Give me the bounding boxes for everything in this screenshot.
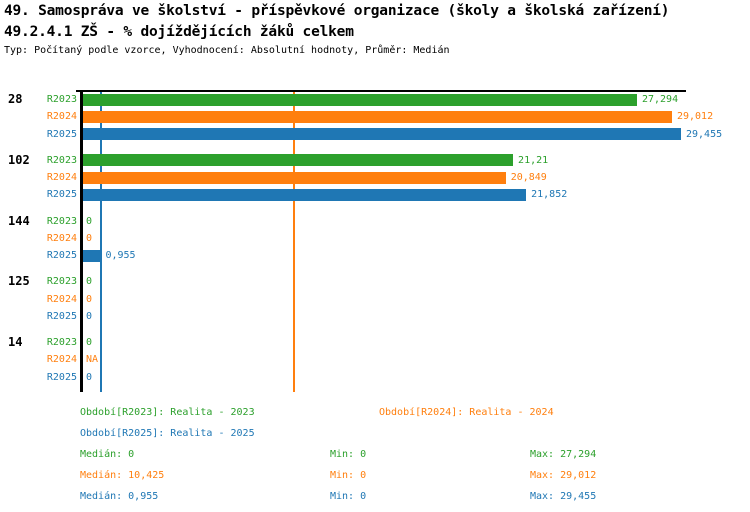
series-label-r2025: R2025 — [46, 371, 77, 383]
series-label-r2024: R2024 — [46, 172, 77, 184]
bar-value-label: 0 — [86, 310, 93, 322]
bar-value-label: 0 — [86, 337, 93, 348]
bar-value-label: 29,012 — [676, 111, 714, 123]
indicator-meta: Typ: Počítaný podle vzorce, Vyhodnocení:… — [4, 45, 450, 56]
stat-min-r2023: Min: 0 — [330, 449, 367, 460]
series-label-r2024: R2024 — [46, 354, 77, 366]
stat-min-r2025: Min: 0 — [330, 491, 367, 502]
bar-value-label: 0 — [86, 371, 93, 383]
series-label-r2025: R2025 — [46, 189, 77, 201]
series-label-r2023: R2023 — [46, 215, 77, 227]
top-border — [76, 90, 686, 92]
page-subtitle: 49.2.4.1 ZŠ - % dojíždějících žáků celke… — [4, 24, 354, 40]
legend-item-r2024: Období[R2024]: Realita - 2024 — [379, 407, 554, 418]
y-axis — [80, 90, 83, 392]
bar-r2025 — [81, 128, 681, 141]
stat-max-r2024: Max: 29,012 — [530, 470, 597, 481]
series-label-r2023: R2023 — [46, 337, 77, 348]
median-line-r2025 — [100, 90, 102, 392]
bar-value-label: 20,849 — [510, 172, 547, 184]
stat-median-r2024: Medián: 10,425 — [80, 470, 165, 481]
series-label-r2025: R2025 — [46, 310, 77, 322]
category-label: 14 — [8, 335, 23, 349]
bar-value-label: 29,455 — [685, 128, 723, 140]
bar-value-label: 0 — [86, 276, 93, 288]
bar-value-label: 0 — [86, 232, 93, 244]
series-label-r2023: R2023 — [46, 94, 77, 105]
category-label: 102 — [8, 152, 30, 167]
bar-r2024 — [81, 171, 506, 184]
series-label-r2023: R2023 — [46, 154, 77, 166]
stat-max-r2025: Max: 29,455 — [530, 491, 597, 502]
bar-r2025 — [81, 188, 527, 201]
bar-r2023 — [81, 154, 514, 167]
bar-r2024 — [81, 110, 672, 123]
bar-value-label: 0,955 — [105, 250, 136, 262]
series-label-r2023: R2023 — [46, 276, 77, 288]
series-label-r2024: R2024 — [46, 111, 77, 123]
category-label: 144 — [8, 213, 30, 228]
page-title: 49. Samospráva ve školství - příspěvkové… — [4, 3, 670, 19]
category-label: 125 — [8, 274, 30, 289]
series-label-r2024: R2024 — [46, 293, 77, 305]
series-label-r2024: R2024 — [46, 232, 77, 244]
median-line-r2024 — [293, 90, 295, 392]
bar-value-label: NA — [86, 354, 99, 366]
bar-r2025 — [81, 249, 101, 262]
bar-value-label: 21,852 — [531, 189, 568, 201]
legend-item-r2025: Období[R2025]: Realita - 2025 — [80, 428, 255, 439]
stat-median-r2025: Medián: 0,955 — [80, 491, 159, 502]
bar-value-label: 21,21 — [518, 154, 549, 166]
stat-median-r2023: Medián: 0 — [80, 449, 135, 460]
bar-r2023 — [81, 93, 637, 106]
legend-item-r2023: Období[R2023]: Realita - 2023 — [80, 407, 255, 418]
series-label-r2025: R2025 — [46, 250, 77, 262]
stat-min-r2024: Min: 0 — [330, 470, 367, 481]
bar-value-label: 27,294 — [641, 94, 679, 105]
bar-value-label: 0 — [86, 293, 93, 305]
stat-max-r2023: Max: 27,294 — [530, 449, 597, 460]
bar-value-label: 0 — [86, 215, 93, 227]
series-label-r2025: R2025 — [46, 128, 77, 140]
category-label: 28 — [8, 92, 23, 106]
